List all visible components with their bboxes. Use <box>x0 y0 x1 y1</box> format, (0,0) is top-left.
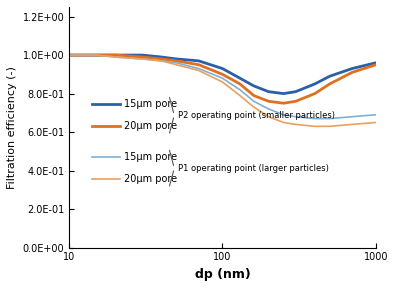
Text: 20μm pore: 20μm pore <box>124 121 177 131</box>
Text: 15μm pore: 15μm pore <box>124 99 177 109</box>
X-axis label: dp (nm): dp (nm) <box>195 268 250 281</box>
Text: P1 operating point (larger particles): P1 operating point (larger particles) <box>178 164 329 173</box>
Y-axis label: Filtration efficiency (-): Filtration efficiency (-) <box>7 66 17 189</box>
Text: 20μm pore: 20μm pore <box>124 174 177 184</box>
Text: P2 operating point (smaller particles): P2 operating point (smaller particles) <box>178 111 335 120</box>
Text: 15μm pore: 15μm pore <box>124 152 177 162</box>
